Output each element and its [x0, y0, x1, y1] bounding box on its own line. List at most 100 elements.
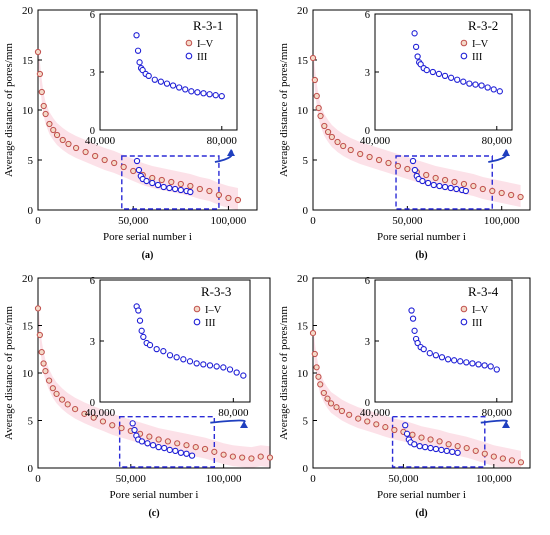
point-iii — [409, 157, 417, 165]
inset-chart: 0 3 6 40,000 80,000 R-3-1 I–V III — [85, 10, 238, 147]
y-tick-label: 10 — [297, 105, 309, 117]
inset-point-iii — [420, 345, 427, 353]
point-iv — [206, 187, 213, 195]
point-iii — [138, 438, 146, 445]
point-iv — [36, 331, 43, 339]
point-iv — [470, 182, 477, 190]
point-iv — [215, 191, 223, 199]
inset-point-iii — [182, 86, 189, 93]
inset-point-iii — [478, 82, 485, 89]
inset-point-iii — [138, 327, 145, 334]
chart-panel-2: 0 5 10 15 20 0 50,000 100,000 Average distance o… — [278, 5, 531, 261]
confidence-band — [38, 297, 270, 468]
point-iv — [320, 389, 327, 397]
point-iv — [418, 434, 425, 441]
point-iv — [324, 128, 332, 136]
inset-point-iii — [435, 70, 443, 78]
point-iv — [454, 443, 461, 450]
point-iv — [463, 444, 470, 452]
legend-label-iv: I–V — [205, 305, 222, 316]
x-tick-label: 100,000 — [211, 215, 247, 227]
point-iv — [313, 92, 320, 100]
y-tick-label: 10 — [297, 368, 309, 380]
zoom-region-box — [391, 415, 486, 468]
inset-point-iii — [460, 78, 467, 85]
point-iii — [166, 446, 173, 454]
point-iv — [109, 422, 116, 429]
point-iv — [346, 411, 353, 418]
point-iii — [462, 187, 469, 195]
point-iii — [441, 183, 449, 191]
inset-point-iii — [409, 315, 417, 322]
point-iv — [472, 447, 479, 454]
point-iv — [451, 178, 458, 186]
point-iv — [201, 445, 209, 453]
inset-point-iii — [173, 354, 180, 361]
point-iv — [357, 150, 364, 158]
point-iv — [391, 426, 398, 434]
point-iii — [155, 443, 162, 451]
inset-y-tick-label: 6 — [90, 10, 95, 21]
point-iv — [248, 455, 255, 462]
point-iv — [46, 120, 53, 128]
legend-label-iii: III — [205, 318, 216, 329]
point-iv — [174, 440, 181, 447]
inset-y-tick-label: 3 — [90, 68, 95, 79]
inset-point-iii — [206, 91, 213, 98]
inset-point-iii — [493, 366, 500, 373]
point-iv — [46, 377, 53, 384]
inset-point-iii — [188, 88, 195, 95]
y-axis-label: Average distance of pores/mm — [3, 43, 15, 177]
point-iv — [72, 144, 80, 152]
point-iv — [53, 390, 60, 398]
point-iv — [120, 163, 127, 171]
inset-x-tick-label: 40,000 — [85, 135, 116, 147]
point-iv — [65, 140, 72, 148]
y-tick-label: 0 — [28, 205, 34, 217]
inset-point-iii — [451, 357, 458, 364]
inset-point-iii — [163, 80, 171, 87]
inset-point-iii — [212, 92, 219, 99]
point-iv — [333, 404, 340, 411]
point-iii — [447, 184, 454, 192]
point-iv — [517, 193, 524, 201]
inset-chart: 0 3 6 40,000 80,000 R-3-2 I–V III — [360, 10, 513, 147]
inset-point-iii — [200, 361, 207, 368]
point-iii — [402, 422, 409, 429]
point-iv — [313, 364, 320, 371]
inset-x-tick-label: 80,000 — [207, 135, 238, 147]
y-tick-label: 15 — [297, 321, 309, 333]
inset-chart: 0 3 6 40,000 80,000 R-3-3 I–V III — [85, 276, 251, 419]
point-iv — [394, 162, 402, 170]
inset-x-tick-label: 40,000 — [360, 407, 391, 419]
point-iii — [411, 166, 419, 174]
inset-frame — [99, 279, 251, 403]
arrow-head — [502, 421, 510, 428]
inset-x-tick-label: 80,000 — [482, 135, 513, 147]
point-iii — [432, 445, 440, 453]
point-iv — [315, 104, 322, 112]
y-tick-label: 0 — [303, 463, 309, 475]
point-iv — [445, 441, 452, 448]
point-iii — [419, 177, 426, 185]
point-iv — [229, 453, 236, 460]
y-tick-label: 5 — [303, 416, 309, 428]
inset-point-iii — [151, 76, 158, 83]
point-iv — [508, 457, 516, 464]
inset-point-iii — [206, 362, 214, 369]
point-iv — [436, 438, 443, 445]
inset-point-iii — [457, 358, 464, 365]
point-iv — [315, 373, 322, 380]
legend-label-iv: I–V — [472, 305, 489, 316]
inset-point-iii — [226, 366, 234, 373]
y-tick-label: 5 — [28, 155, 34, 167]
y-tick-label: 0 — [303, 205, 309, 217]
point-iii — [177, 449, 185, 456]
point-iv — [309, 330, 317, 337]
point-iv — [327, 400, 335, 407]
chart-panel-1: 0 5 10 15 20 0 50,000 100,000 Average distance o… — [3, 5, 258, 261]
inset-point-iii — [135, 307, 142, 314]
zoom-arrow — [210, 419, 246, 424]
x-axis-label: Pore serial number i — [103, 231, 192, 243]
inset-x-tick-label: 40,000 — [360, 135, 391, 147]
